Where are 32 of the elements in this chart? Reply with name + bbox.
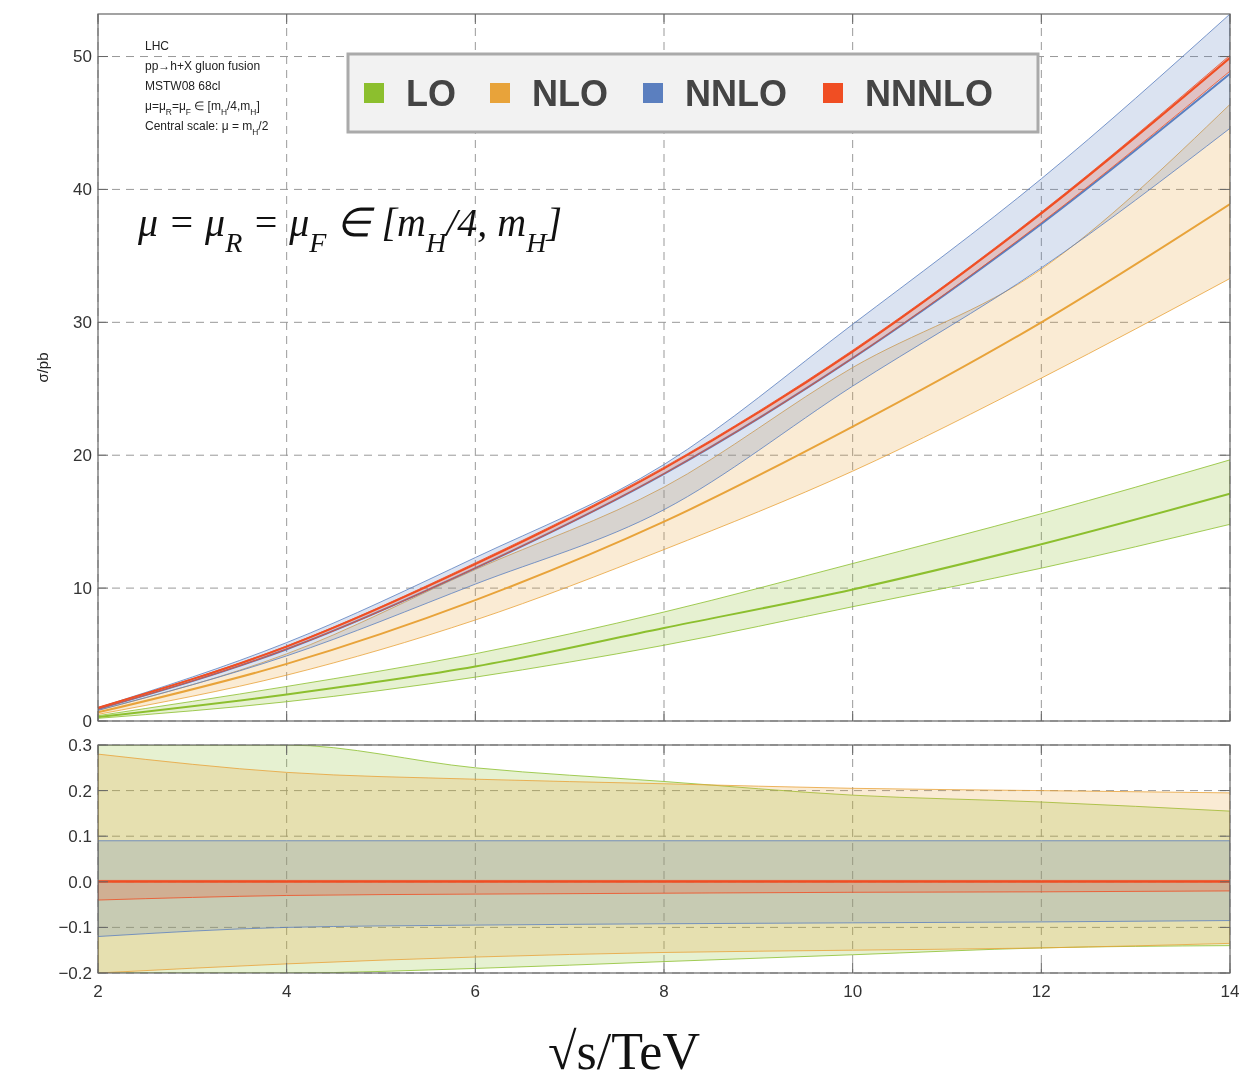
y-tick-label: 0	[82, 711, 92, 731]
x-tick-label: 6	[470, 982, 481, 1001]
x-tick-label: 2	[93, 982, 103, 1001]
y-tick-label: 0.3	[68, 735, 92, 755]
y-tick-label: 30	[73, 313, 92, 333]
x-axis-title: √s/TeV	[548, 1023, 700, 1080]
y-tick-label: 0.2	[68, 781, 92, 801]
y-tick-label: −0.2	[58, 963, 92, 983]
x-tick-label: 8	[659, 982, 669, 1001]
y-tick-label: 50	[73, 47, 92, 67]
y-tick-label: 20	[73, 446, 92, 466]
text: μ = μ$_{R}$ = μ$_{F}$ ∈ [m$_{H}$/4, m$_{H}$]	[138, 200, 562, 258]
y-tick-label: 0.1	[68, 827, 92, 847]
x-tick-label: 12	[1031, 982, 1051, 1001]
annotation: Central scale: μ = m$_{H}$/2	[145, 119, 269, 137]
x-tick-label: 10	[843, 982, 863, 1001]
legend-label: NLO	[532, 73, 608, 114]
line-series	[98, 203, 1230, 714]
x-tick-label: 4	[281, 982, 292, 1001]
annotation: pp→h+X gluon fusion	[145, 59, 261, 73]
y-tick-label: 0.0	[68, 872, 92, 892]
legend-label: LO	[406, 73, 456, 114]
y-tick-label: 10	[73, 579, 92, 599]
y-tick-label: −0.1	[58, 918, 92, 938]
annotation: MSTW08 68cl	[145, 79, 221, 93]
legend-label: NNLO	[685, 73, 787, 114]
y-axis-title: σ/pb	[34, 352, 51, 383]
text: μ=μ$_{R}$=μ$_{F}$ ∈ [m$_{H}$/4,m$_{H}$]	[145, 99, 260, 117]
annotation: LHC	[145, 39, 170, 53]
legend-label: NNNLO	[865, 73, 993, 114]
x-tick-label: 14	[1220, 982, 1240, 1001]
y-tick-label: 40	[73, 180, 92, 200]
